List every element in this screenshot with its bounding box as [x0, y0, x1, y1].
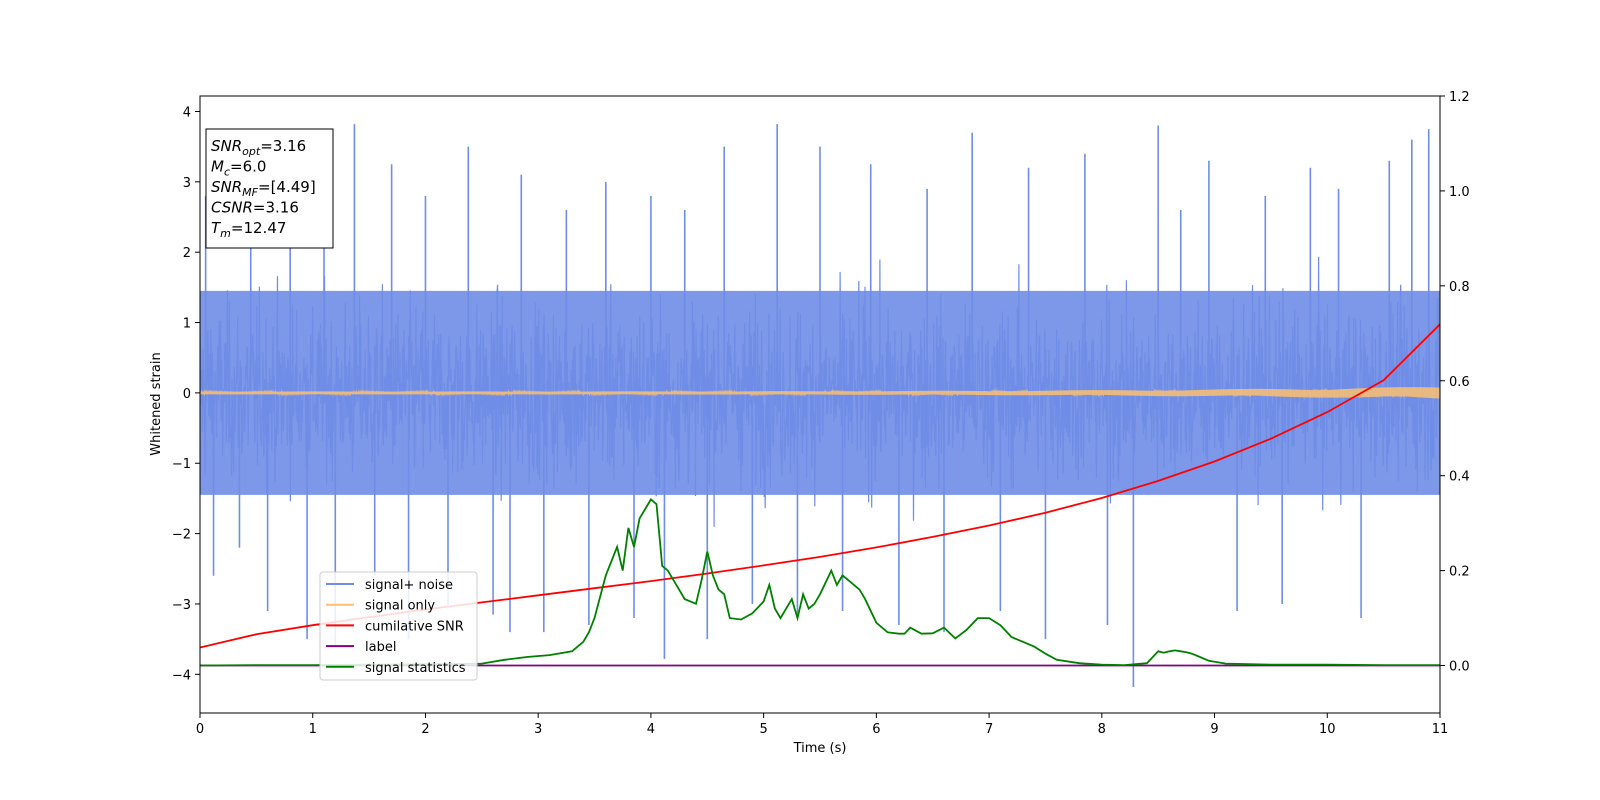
- y-left-tick-label: −2: [172, 528, 191, 543]
- info-line: Mc=6.0: [211, 158, 266, 179]
- y-left-tick-label: 1: [183, 317, 191, 332]
- x-axis-label: Time (s): [793, 741, 847, 756]
- x-tick-label: 3: [534, 722, 542, 737]
- info-subscript: MF: [242, 186, 258, 199]
- y-right-tick-label: 0.8: [1449, 280, 1470, 295]
- y-left-tick-label: 0: [183, 387, 191, 402]
- info-symbol: SNR: [211, 137, 242, 155]
- y-right-tick-label: 0.4: [1449, 470, 1470, 485]
- info-box-frame: [205, 128, 334, 249]
- y-left-tick-label: −4: [172, 668, 191, 683]
- info-value: =6.0: [230, 158, 266, 176]
- y-axis-left: 4 3 2 1 0 −1 −2 −3 −4: [172, 105, 200, 683]
- x-tick-label: 2: [421, 722, 429, 737]
- x-tick-label: 4: [647, 722, 655, 737]
- y-axis-label: Whitened strain: [149, 352, 164, 455]
- y-right-tick-label: 0.0: [1449, 660, 1470, 675]
- legend-label: label: [365, 640, 396, 655]
- y-right-tick-label: 1.2: [1449, 90, 1470, 105]
- y-right-tick-label: 0.6: [1449, 375, 1470, 390]
- info-box: SNRopt=3.16Mc=6.0SNRMF=[4.49]CSNR=3.16Tm…: [205, 128, 334, 249]
- x-axis: 0 1 2 3 4 5 6 7 8 9 10 11: [196, 713, 1448, 737]
- y-left-tick-label: 4: [183, 105, 191, 120]
- y-axis-right: 1.2 1.0 0.8 0.6 0.4 0.2 0.0: [1440, 90, 1470, 675]
- legend-label: signal+ noise: [365, 578, 453, 593]
- x-tick-label: 11: [1432, 722, 1449, 737]
- x-tick-label: 10: [1319, 722, 1336, 737]
- info-line: SNRopt=3.16: [211, 137, 306, 158]
- x-tick-label: 0: [196, 722, 204, 737]
- x-tick-label: 8: [1098, 722, 1106, 737]
- info-value: =[4.49]: [258, 178, 316, 196]
- info-subscript: m: [220, 227, 231, 240]
- x-tick-label: 6: [872, 722, 880, 737]
- legend-frame: [319, 571, 478, 681]
- series-line-signal-statistics: [200, 498, 1440, 667]
- y-right-tick-label: 0.2: [1449, 565, 1470, 580]
- y-left-tick-label: −1: [172, 457, 191, 472]
- info-line: CSNR=3.16: [211, 199, 299, 217]
- signal-only-line: [200, 387, 1440, 399]
- info-symbol: SNR: [211, 178, 242, 196]
- info-line: SNRMF=[4.49]: [211, 178, 316, 199]
- info-subscript: c: [224, 166, 230, 179]
- info-symbol: T: [211, 219, 222, 237]
- legend: signal+ noise signal only cumilative SNR la…: [319, 571, 478, 681]
- y-left-tick-label: −3: [172, 598, 191, 613]
- legend-label: cumilative SNR: [365, 619, 464, 634]
- info-value: =12.47: [231, 219, 287, 237]
- info-symbol: M: [211, 158, 224, 176]
- y-left-tick-label: 2: [183, 246, 191, 261]
- info-subscript: opt: [242, 145, 261, 158]
- x-tick-label: 9: [1210, 722, 1218, 737]
- y-right-tick-label: 1.0: [1449, 185, 1470, 200]
- plot-frame: [199, 95, 1441, 714]
- info-value: =3.16: [260, 137, 306, 155]
- x-tick-label: 7: [985, 722, 993, 737]
- x-tick-label: 1: [309, 722, 317, 737]
- legend-label: signal only: [365, 599, 435, 614]
- y-left-tick-label: 3: [183, 176, 191, 191]
- info-line: Tm=12.47: [211, 219, 286, 240]
- x-tick-label: 5: [759, 722, 767, 737]
- signal-only-layer: [200, 387, 1440, 399]
- info-symbol: CSNR: [211, 199, 253, 217]
- legend-label: signal statistics: [365, 661, 466, 676]
- info-value: =3.16: [253, 199, 299, 217]
